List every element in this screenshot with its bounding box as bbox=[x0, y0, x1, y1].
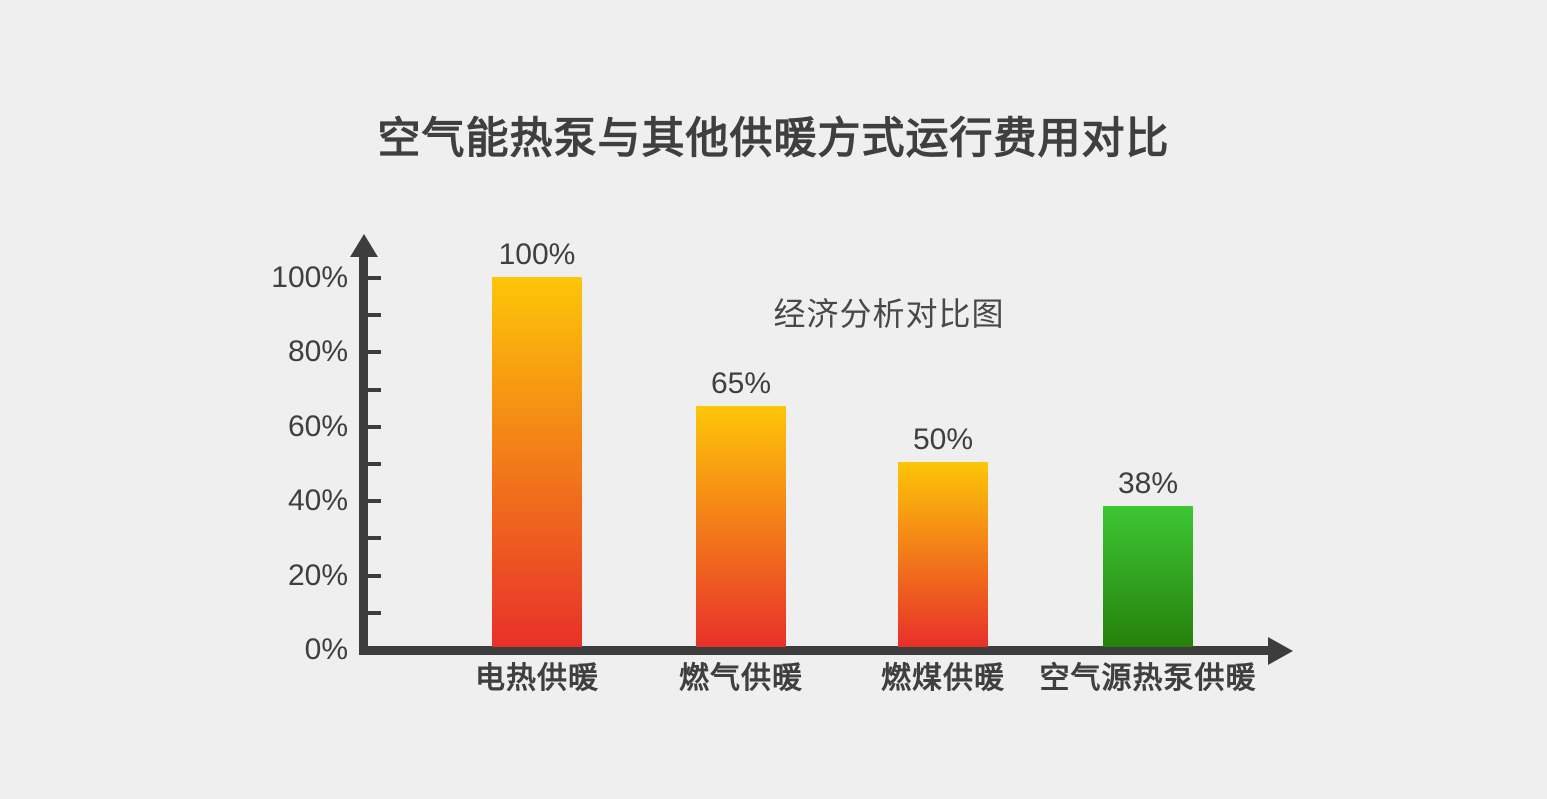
x-category-label: 燃煤供暖 bbox=[881, 662, 1005, 695]
x-axis-line bbox=[359, 646, 1270, 655]
y-tick-label: 40% bbox=[287, 484, 348, 517]
x-category-label: 燃气供暖 bbox=[679, 662, 803, 695]
chart-title: 空气能热泵与其他供暖方式运行费用对比 bbox=[377, 115, 1170, 163]
y-tick-label: 0% bbox=[304, 633, 348, 666]
bar-value-label: 65% bbox=[710, 367, 772, 400]
y-tick bbox=[368, 611, 381, 615]
y-tick-label: 20% bbox=[287, 559, 348, 592]
y-axis-arrow-icon bbox=[350, 234, 378, 257]
y-tick-label: 80% bbox=[287, 335, 348, 368]
y-tick bbox=[368, 313, 381, 317]
y-tick bbox=[368, 499, 381, 503]
y-tick bbox=[368, 276, 381, 280]
bar-空气源热泵供暖 bbox=[1103, 506, 1193, 647]
bar-value-label: 50% bbox=[912, 423, 974, 456]
x-category-label: 电热供暖 bbox=[475, 662, 599, 695]
y-tick bbox=[368, 574, 381, 578]
y-tick bbox=[368, 536, 381, 540]
x-category-label: 空气源热泵供暖 bbox=[1039, 662, 1257, 695]
y-tick bbox=[368, 388, 381, 392]
y-tick bbox=[368, 425, 381, 429]
y-tick bbox=[368, 350, 381, 354]
y-tick bbox=[368, 462, 381, 466]
bar-燃气供暖 bbox=[696, 406, 786, 647]
x-axis-arrow-icon bbox=[1268, 637, 1293, 665]
y-axis-line bbox=[359, 252, 368, 654]
bar-电热供暖 bbox=[492, 277, 582, 647]
bar-value-label: 100% bbox=[498, 238, 576, 271]
y-tick-label: 100% bbox=[271, 261, 348, 294]
y-tick-label: 60% bbox=[287, 410, 348, 443]
bar-value-label: 38% bbox=[1117, 467, 1179, 500]
chart-annotation: 经济分析对比图 bbox=[773, 296, 1005, 332]
bar-燃煤供暖 bbox=[898, 462, 988, 647]
